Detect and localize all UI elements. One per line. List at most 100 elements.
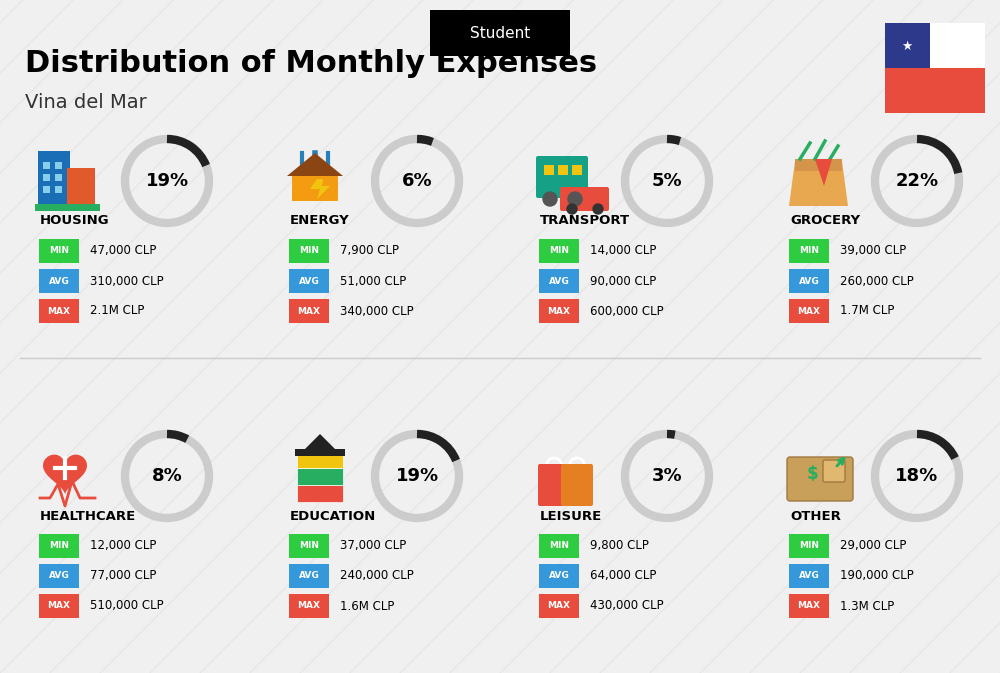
Text: 9,800 CLP: 9,800 CLP — [590, 540, 649, 553]
FancyBboxPatch shape — [39, 299, 79, 323]
Text: 12,000 CLP: 12,000 CLP — [90, 540, 156, 553]
FancyBboxPatch shape — [539, 594, 579, 618]
Circle shape — [568, 192, 582, 206]
Text: MAX: MAX — [798, 602, 820, 610]
Polygon shape — [43, 455, 87, 495]
Text: 8%: 8% — [152, 467, 182, 485]
FancyBboxPatch shape — [539, 239, 579, 263]
FancyBboxPatch shape — [789, 594, 829, 618]
Polygon shape — [310, 179, 330, 199]
Text: 5%: 5% — [652, 172, 682, 190]
Text: AVG: AVG — [299, 571, 319, 581]
FancyBboxPatch shape — [289, 269, 329, 293]
FancyBboxPatch shape — [795, 159, 842, 171]
FancyBboxPatch shape — [885, 23, 930, 68]
Text: AVG: AVG — [799, 571, 819, 581]
FancyBboxPatch shape — [55, 186, 62, 193]
Polygon shape — [287, 153, 343, 176]
FancyBboxPatch shape — [289, 299, 329, 323]
FancyBboxPatch shape — [39, 534, 79, 558]
Text: EDUCATION: EDUCATION — [290, 509, 376, 522]
Text: MIN: MIN — [799, 542, 819, 551]
FancyBboxPatch shape — [539, 564, 579, 588]
FancyBboxPatch shape — [558, 165, 568, 175]
Text: HEALTHCARE: HEALTHCARE — [40, 509, 136, 522]
Text: 39,000 CLP: 39,000 CLP — [840, 244, 906, 258]
Text: 51,000 CLP: 51,000 CLP — [340, 275, 406, 287]
FancyBboxPatch shape — [43, 162, 50, 169]
Text: MIN: MIN — [299, 542, 319, 551]
FancyBboxPatch shape — [39, 239, 79, 263]
Text: 90,000 CLP: 90,000 CLP — [590, 275, 656, 287]
FancyBboxPatch shape — [539, 269, 579, 293]
FancyBboxPatch shape — [544, 165, 554, 175]
FancyBboxPatch shape — [55, 174, 62, 181]
Text: LEISURE: LEISURE — [540, 509, 602, 522]
FancyBboxPatch shape — [787, 457, 853, 501]
Text: 310,000 CLP: 310,000 CLP — [90, 275, 164, 287]
Text: MIN: MIN — [49, 542, 69, 551]
Text: AVG: AVG — [549, 571, 569, 581]
Text: 1.3M CLP: 1.3M CLP — [840, 600, 894, 612]
Text: 6%: 6% — [402, 172, 432, 190]
Text: Distribution of Monthly Expenses: Distribution of Monthly Expenses — [25, 48, 597, 77]
Text: MAX: MAX — [48, 306, 70, 316]
Text: ENERGY: ENERGY — [290, 215, 350, 227]
Text: MIN: MIN — [549, 542, 569, 551]
FancyBboxPatch shape — [297, 468, 343, 485]
Text: MAX: MAX — [798, 306, 820, 316]
Text: Student: Student — [470, 26, 530, 40]
FancyBboxPatch shape — [885, 68, 985, 113]
FancyBboxPatch shape — [38, 151, 70, 206]
FancyBboxPatch shape — [297, 451, 343, 468]
FancyBboxPatch shape — [789, 299, 829, 323]
Text: MAX: MAX — [548, 306, 571, 316]
FancyBboxPatch shape — [289, 564, 329, 588]
Text: 64,000 CLP: 64,000 CLP — [590, 569, 656, 583]
FancyBboxPatch shape — [67, 168, 95, 206]
Text: MIN: MIN — [549, 246, 569, 256]
Text: 2.1M CLP: 2.1M CLP — [90, 304, 144, 318]
FancyBboxPatch shape — [39, 564, 79, 588]
Text: 1.6M CLP: 1.6M CLP — [340, 600, 394, 612]
Text: MAX: MAX — [548, 602, 571, 610]
FancyBboxPatch shape — [289, 594, 329, 618]
Polygon shape — [292, 176, 338, 201]
Text: MAX: MAX — [298, 602, 320, 610]
FancyBboxPatch shape — [789, 239, 829, 263]
FancyBboxPatch shape — [539, 534, 579, 558]
Text: 19%: 19% — [145, 172, 189, 190]
Text: MIN: MIN — [49, 246, 69, 256]
Text: 3%: 3% — [652, 467, 682, 485]
Text: 430,000 CLP: 430,000 CLP — [590, 600, 664, 612]
FancyBboxPatch shape — [572, 165, 582, 175]
FancyBboxPatch shape — [289, 534, 329, 558]
FancyBboxPatch shape — [930, 23, 985, 68]
Text: AVG: AVG — [799, 277, 819, 285]
FancyBboxPatch shape — [43, 186, 50, 193]
FancyBboxPatch shape — [55, 162, 62, 169]
Polygon shape — [305, 434, 335, 449]
Text: 29,000 CLP: 29,000 CLP — [840, 540, 906, 553]
Text: AVG: AVG — [49, 277, 69, 285]
Text: 1.7M CLP: 1.7M CLP — [840, 304, 894, 318]
FancyBboxPatch shape — [536, 156, 588, 198]
Text: ★: ★ — [901, 40, 913, 52]
Text: 22%: 22% — [895, 172, 939, 190]
FancyBboxPatch shape — [43, 174, 50, 181]
FancyBboxPatch shape — [289, 239, 329, 263]
FancyBboxPatch shape — [823, 460, 845, 482]
FancyBboxPatch shape — [538, 464, 570, 506]
Text: 340,000 CLP: 340,000 CLP — [340, 304, 414, 318]
FancyBboxPatch shape — [561, 464, 593, 506]
FancyBboxPatch shape — [789, 269, 829, 293]
Text: 240,000 CLP: 240,000 CLP — [340, 569, 414, 583]
Text: 7,900 CLP: 7,900 CLP — [340, 244, 399, 258]
Text: 18%: 18% — [895, 467, 939, 485]
FancyBboxPatch shape — [35, 204, 100, 211]
Text: AVG: AVG — [49, 571, 69, 581]
FancyBboxPatch shape — [39, 594, 79, 618]
Text: MAX: MAX — [298, 306, 320, 316]
Text: 37,000 CLP: 37,000 CLP — [340, 540, 406, 553]
Text: GROCERY: GROCERY — [790, 215, 860, 227]
